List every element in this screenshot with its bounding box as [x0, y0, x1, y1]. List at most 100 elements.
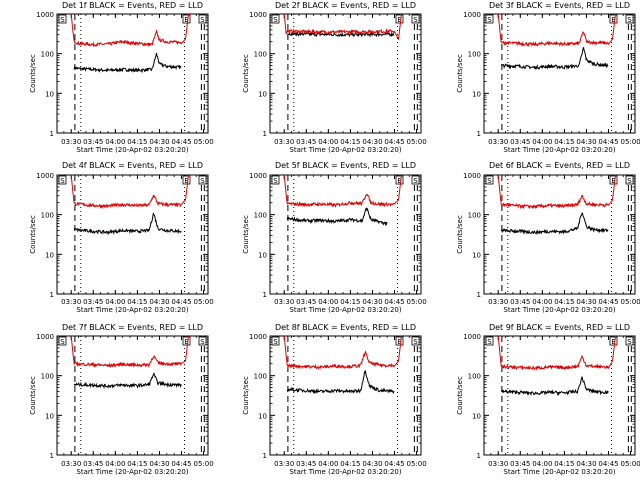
marker-box: [395, 336, 404, 346]
marker-label: S: [60, 338, 65, 346]
events-series-line: [73, 52, 182, 74]
marker-box: [198, 14, 207, 24]
x-tick-label: 03:45: [510, 138, 530, 146]
y-tick-label: 1000: [463, 333, 481, 341]
x-tick-label: 03:30: [488, 460, 508, 468]
marker-label: E: [611, 16, 615, 24]
marker-label: S: [273, 338, 278, 346]
panel-title: Det 3f BLACK = Events, RED = LLD: [489, 1, 630, 10]
marker-box: [485, 336, 494, 346]
panel-det-6: Det 6f BLACK = Events, RED = LLD 1 10 100 10…: [456, 161, 640, 314]
plot-frame: [56, 174, 209, 295]
y-tick-label: 100: [468, 212, 481, 220]
y-tick-label: 100: [41, 373, 54, 381]
panel-det-8: Det 8f BLACK = Events, RED = LLD 1 10 100 10…: [242, 323, 427, 476]
x-tick-label: 04:00: [532, 298, 552, 306]
panel-det-7: Det 7f BLACK = Events, RED = LLD 1 10 100 10…: [29, 323, 214, 476]
lld-series-line: [70, 13, 189, 48]
x-tick-label: 04:00: [532, 460, 552, 468]
y-tick-label: 1: [263, 130, 267, 138]
marker-label: S: [200, 16, 205, 24]
plot-frame: [269, 13, 422, 134]
x-tick-label: 03:45: [83, 460, 103, 468]
marker-box: [198, 336, 207, 346]
marker-label: S: [487, 177, 492, 185]
x-tick-label: 03:30: [274, 138, 294, 146]
y-axis-label: Counts/sec: [456, 54, 464, 93]
x-axis-label: Start Time (20-Apr-02 03:20:20): [76, 468, 188, 476]
x-tick-label: 04:30: [576, 138, 596, 146]
marker-box: [198, 175, 207, 185]
marker-label: S: [413, 177, 418, 185]
y-tick-label: 1000: [249, 172, 267, 180]
events-series-line: [500, 375, 609, 397]
marker-label: E: [184, 16, 188, 24]
marker-box: [182, 14, 191, 24]
x-tick-label: 04:30: [149, 298, 169, 306]
x-tick-label: 05:00: [193, 460, 213, 468]
x-tick-label: 03:45: [83, 138, 103, 146]
plot-frame: [483, 174, 636, 295]
marker-box: [58, 14, 67, 24]
panel-det-3: Det 3f BLACK = Events, RED = LLD 1 10 100 10…: [456, 1, 640, 154]
x-tick-label: 04:45: [171, 460, 191, 468]
plot-frame: [269, 174, 422, 295]
x-axis-label: Start Time (20-Apr-02 03:20:20): [503, 146, 615, 154]
events-series-line: [500, 212, 609, 235]
y-tick-label: 1: [477, 130, 481, 138]
x-tick-label: 04:15: [340, 298, 360, 306]
marker-label: S: [60, 16, 65, 24]
lld-series-line: [497, 174, 616, 210]
lld-series-line: [70, 174, 189, 210]
y-axis-label: Counts/sec: [456, 376, 464, 415]
y-tick-label: 100: [41, 212, 54, 220]
y-tick-label: 100: [468, 51, 481, 59]
plot-frame: [269, 335, 422, 456]
panel-det-5: Det 5f BLACK = Events, RED = LLD 1 10 100 10…: [242, 161, 427, 314]
x-tick-label: 05:00: [406, 298, 426, 306]
marker-box: [411, 175, 420, 185]
panel-title: Det 2f BLACK = Events, RED = LLD: [275, 1, 416, 10]
marker-box: [411, 14, 420, 24]
marker-box: [271, 336, 280, 346]
x-axis-label: Start Time (20-Apr-02 03:20:20): [503, 468, 615, 476]
x-axis-label: Start Time (20-Apr-02 03:20:20): [289, 146, 401, 154]
x-tick-label: 04:45: [384, 298, 404, 306]
y-tick-label: 100: [254, 212, 267, 220]
x-tick-label: 04:15: [127, 298, 147, 306]
marker-label: E: [611, 338, 615, 346]
y-tick-label: 1: [50, 291, 54, 299]
x-tick-label: 04:00: [532, 138, 552, 146]
x-tick-label: 04:15: [554, 138, 574, 146]
x-tick-label: 03:45: [296, 138, 316, 146]
events-series-line: [73, 372, 182, 390]
x-tick-label: 04:45: [598, 298, 618, 306]
events-series-line: [286, 207, 388, 227]
y-tick-label: 10: [258, 251, 267, 259]
y-tick-label: 1: [263, 291, 267, 299]
events-series-line: [500, 47, 609, 71]
y-axis-label: Counts/sec: [456, 215, 464, 254]
panel-title: Det 4f BLACK = Events, RED = LLD: [62, 161, 203, 170]
y-tick-label: 10: [258, 90, 267, 98]
y-tick-label: 10: [258, 412, 267, 420]
x-tick-label: 04:00: [318, 298, 338, 306]
marker-label: S: [413, 16, 418, 24]
x-tick-label: 05:00: [406, 460, 426, 468]
x-tick-label: 05:00: [620, 138, 640, 146]
marker-label: E: [184, 177, 188, 185]
x-tick-label: 04:00: [318, 460, 338, 468]
x-tick-label: 04:45: [171, 298, 191, 306]
lld-series-line: [497, 335, 616, 372]
y-tick-label: 10: [45, 251, 54, 259]
x-tick-label: 05:00: [193, 298, 213, 306]
y-axis-label: Counts/sec: [242, 376, 250, 415]
x-tick-label: 04:30: [576, 460, 596, 468]
y-tick-label: 10: [45, 412, 54, 420]
marker-label: S: [627, 177, 632, 185]
marker-box: [58, 175, 67, 185]
y-tick-label: 1: [263, 452, 267, 460]
x-tick-label: 03:30: [274, 460, 294, 468]
x-tick-label: 04:15: [340, 460, 360, 468]
marker-box: [609, 336, 618, 346]
